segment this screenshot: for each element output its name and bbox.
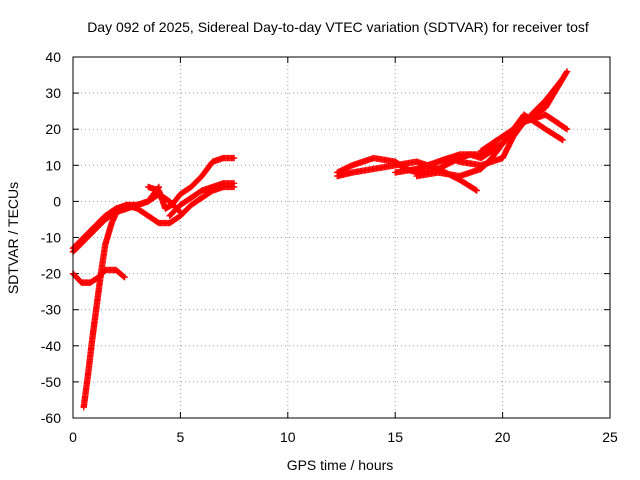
x-tick-label: 0: [69, 429, 77, 445]
y-tick-label: -20: [41, 266, 61, 282]
y-tick-label: -50: [41, 374, 61, 390]
data-point: [499, 140, 506, 147]
y-tick-label: -60: [41, 410, 61, 426]
series-track-l: [434, 140, 506, 165]
series-track-h: [334, 158, 481, 194]
x-tick-label: 5: [177, 429, 185, 445]
plot-frame: [72, 56, 611, 419]
data-point: [473, 187, 481, 194]
data-point: [563, 126, 571, 133]
x-tick-label: 10: [280, 429, 296, 445]
y-tick-label: 30: [45, 85, 61, 101]
y-tick-label: -10: [41, 230, 61, 246]
y-tick-label: 0: [53, 193, 61, 209]
series-track-j: [413, 111, 566, 180]
data-point: [472, 186, 479, 194]
x-tick-label: 15: [387, 429, 403, 445]
chart-title: Day 092 of 2025, Sidereal Day-to-day VTE…: [87, 19, 589, 35]
y-tick-label: -40: [41, 338, 61, 354]
x-tick-label: 20: [495, 429, 511, 445]
x-tick-label: 25: [602, 429, 618, 445]
y-axis-label: SDTVAR / TECUs: [5, 182, 21, 294]
data-series: [69, 68, 571, 411]
tick-labels: 0 5 10 15 20 25 -60 -50 -40 -30 -20 -10 0 10 20 30 40: [41, 49, 618, 445]
data-point: [558, 136, 565, 143]
series-track-b: [69, 183, 238, 252]
data-point: [562, 125, 570, 132]
data-point: [230, 180, 238, 187]
y-tick-label: 40: [45, 49, 61, 65]
y-tick-label: -30: [41, 302, 61, 318]
data-point: [563, 68, 571, 75]
grid: [73, 57, 610, 418]
y-tick-label: 10: [45, 157, 61, 173]
y-tick-label: 20: [45, 121, 61, 137]
data-point: [230, 154, 238, 162]
series-track-k: [477, 111, 571, 155]
x-axis-label: GPS time / hours: [287, 457, 394, 473]
data-point: [563, 69, 570, 76]
series-track-e: [144, 154, 238, 212]
data-point: [120, 273, 127, 280]
series-track-d: [80, 183, 163, 411]
data-point: [121, 274, 128, 281]
data-point: [559, 136, 566, 144]
series-track-f: [166, 180, 238, 220]
